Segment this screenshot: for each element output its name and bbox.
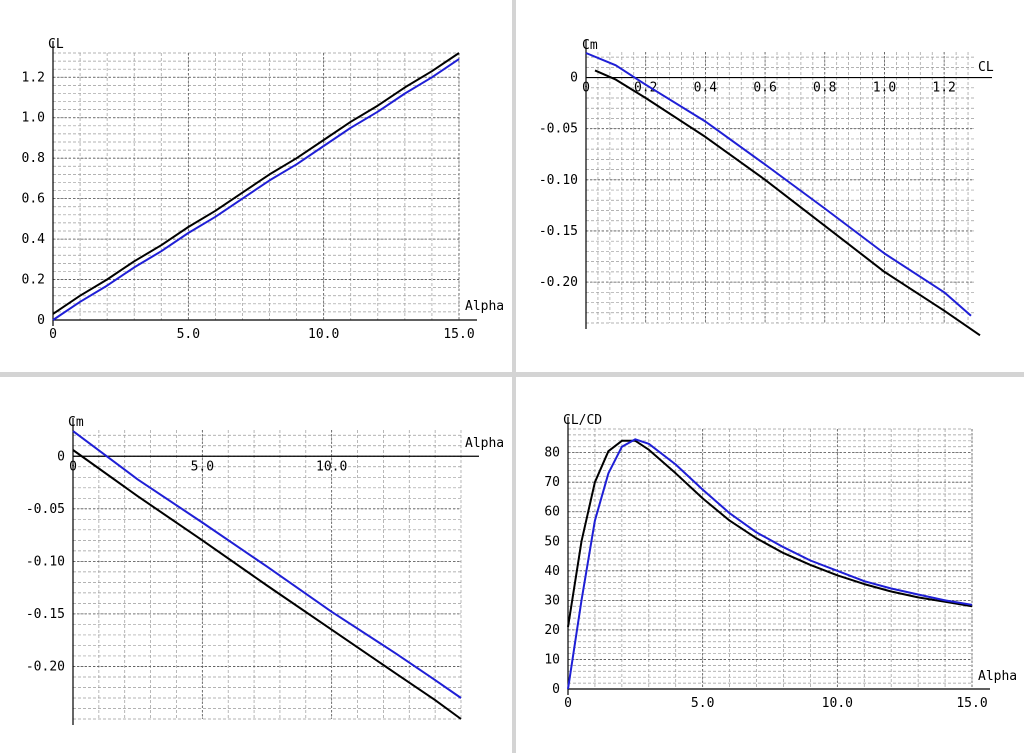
x-tick-label: 0 — [69, 459, 77, 474]
y-tick-label: -0.15 — [26, 607, 65, 622]
series-black-line — [567, 439, 973, 628]
x-axis-title: Alpha — [465, 299, 504, 314]
x-tick-label: 0.6 — [753, 81, 776, 96]
x-tick-label: 0 — [49, 327, 57, 342]
y-tick-label: 50 — [544, 534, 560, 549]
y-axis-title: CL/CD — [563, 413, 602, 428]
y-tick-label: 60 — [544, 505, 560, 520]
cl-alpha-chart: 0 5.0 10.0 15.0 0 0.2 0.4 0.6 0.8 1.0 1.2 CL Alpha — [22, 37, 505, 342]
y-tick-label: -0.20 — [539, 275, 578, 290]
x-tick-label: 15.0 — [956, 696, 987, 711]
y-tick-label: 30 — [544, 593, 560, 608]
y-axis-title: Cm — [68, 415, 84, 430]
y-tick-label: 0 — [37, 313, 45, 328]
x-tick-label: 15.0 — [443, 327, 474, 342]
x-tick-label: 1.0 — [873, 81, 896, 96]
series-blue-line — [72, 430, 462, 699]
x-tick-label: 10.0 — [822, 696, 853, 711]
x-axis-title: Alpha — [978, 669, 1017, 684]
x-axis-title: Alpha — [465, 436, 504, 451]
series-blue-line — [52, 58, 460, 321]
x-axis-title: CL — [978, 60, 994, 75]
chart-panel-cl-alpha: 0 5.0 10.0 15.0 0 0.2 0.4 0.6 0.8 1.0 1.2 CL Alpha — [0, 0, 512, 372]
series-blue-line — [585, 52, 972, 317]
y-axis-title: Cm — [582, 38, 598, 53]
y-tick-label: 70 — [544, 475, 560, 490]
y-tick-label: 0 — [570, 71, 578, 86]
y-tick-label: -0.20 — [26, 659, 65, 674]
y-tick-label: 0.8 — [22, 151, 45, 166]
x-tick-label: 5.0 — [691, 696, 714, 711]
y-tick-label: 20 — [544, 623, 560, 638]
y-tick-label: 0 — [57, 449, 65, 464]
clcd-alpha-chart: 0 5.0 10.0 15.0 0 10 20 30 40 50 60 70 80 CL/CD Alpha — [544, 413, 1017, 711]
y-tick-label: 0.2 — [22, 273, 45, 288]
series-black-line — [72, 449, 462, 720]
y-tick-label: 0.6 — [22, 192, 45, 207]
series-black-line — [594, 69, 981, 337]
y-tick-label: 80 — [544, 446, 560, 461]
chart-panel-clcd-alpha: 0 5.0 10.0 15.0 0 10 20 30 40 50 60 70 80 CL/CD Alpha — [516, 377, 1024, 753]
x-tick-label: 10.0 — [316, 459, 347, 474]
cm-alpha-chart: 0 5.0 10.0 0 -0.05 -0.10 -0.15 -0.20 Cm Alpha — [26, 415, 504, 725]
y-tick-label: 1.2 — [22, 70, 45, 85]
y-tick-label: 1.0 — [22, 111, 45, 126]
y-tick-label: -0.10 — [26, 554, 65, 569]
x-tick-label: 0.8 — [813, 81, 836, 96]
y-tick-label: 40 — [544, 564, 560, 579]
series-black-line — [52, 52, 460, 315]
cm-cl-chart: 0 0.2 0.4 0.6 0.8 1.0 1.2 0 -0.05 -0.10 -0.15 -0.20… — [539, 38, 994, 337]
x-tick-label: 5.0 — [191, 459, 214, 474]
series-blue-line — [567, 438, 973, 690]
chart-panel-cm-cl: 0 0.2 0.4 0.6 0.8 1.0 1.2 0 -0.05 -0.10 -0.15 -0.20… — [516, 0, 1024, 372]
y-tick-label: 0 — [552, 682, 560, 697]
x-tick-label: 0 — [564, 696, 572, 711]
y-tick-label: -0.10 — [539, 173, 578, 188]
y-tick-label: 0.4 — [22, 232, 46, 247]
y-axis-title: CL — [48, 37, 64, 52]
y-tick-label: 10 — [544, 652, 560, 667]
x-tick-label: 0.2 — [634, 81, 657, 96]
x-tick-label: 0.4 — [694, 81, 718, 96]
y-tick-label: -0.15 — [539, 224, 578, 239]
y-tick-label: -0.05 — [539, 122, 578, 137]
x-tick-label: 5.0 — [177, 327, 200, 342]
chart-panel-cm-alpha: 0 5.0 10.0 0 -0.05 -0.10 -0.15 -0.20 Cm Alpha — [0, 377, 512, 753]
x-tick-label: 1.2 — [932, 81, 955, 96]
x-tick-label: 10.0 — [308, 327, 339, 342]
y-tick-label: -0.05 — [26, 502, 65, 517]
x-tick-label: 0 — [582, 81, 590, 96]
